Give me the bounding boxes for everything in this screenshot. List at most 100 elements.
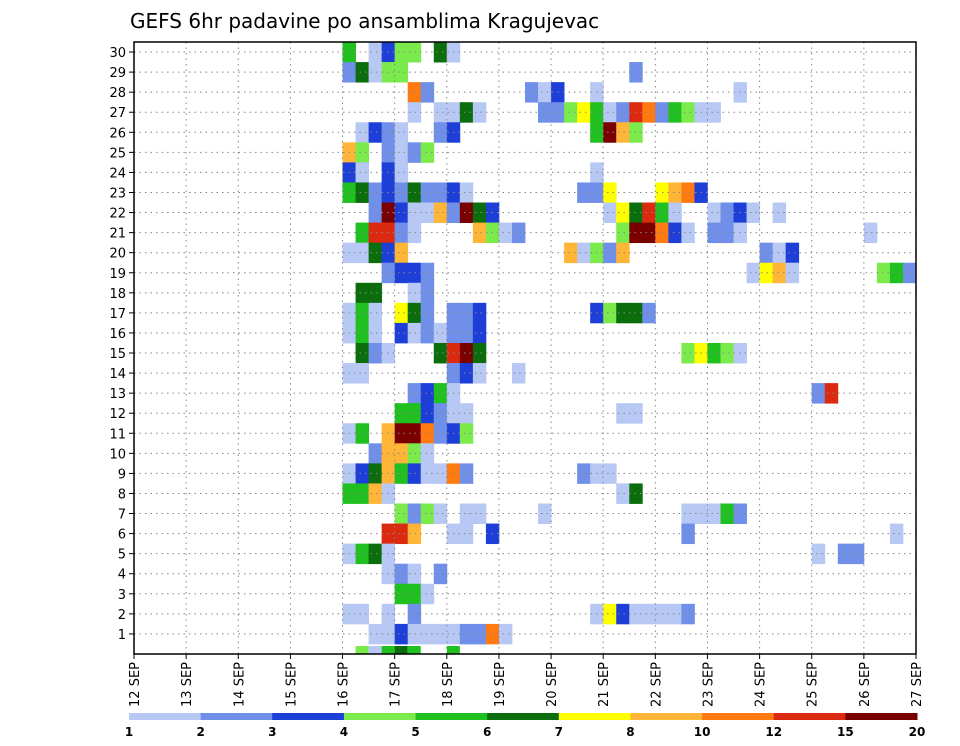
cell-m21-t17.25	[407, 222, 422, 244]
cell-m9-t16.25	[355, 463, 369, 484]
xtick-label-9: 21 SEP	[597, 662, 612, 707]
cell-m18-t17.25	[407, 282, 422, 304]
cell-m13-t17.5	[420, 383, 435, 404]
cell-m3-t17.25	[407, 583, 422, 605]
cell-m3-t17	[394, 583, 409, 605]
cell-m7-t23.25	[720, 503, 734, 524]
ytick-label-17: 17	[109, 307, 126, 322]
cell-m13-t17.75	[433, 383, 448, 404]
colorbar-swatch-0	[129, 713, 202, 720]
colorbar-label-10: 10	[694, 725, 711, 739]
ytick-label-3: 3	[118, 588, 126, 603]
cell-m15-t18.5	[472, 342, 487, 364]
cell-m13-t17.25	[407, 383, 422, 404]
cell-m2-t17.25	[407, 603, 422, 625]
cell-m25-t17.25	[407, 142, 422, 163]
cell-m26-t16.5	[368, 122, 383, 143]
cell-m30-t16.5	[368, 42, 383, 63]
cell-m5-t16.25	[355, 543, 369, 565]
cell-m22-t22.25	[668, 202, 682, 223]
cell-m16-t18.25	[459, 322, 474, 344]
cell-m20-t17	[394, 242, 409, 264]
cell-m6-t26.5	[889, 523, 904, 545]
cell-m24-t17	[394, 162, 409, 183]
ytick-label-2: 2	[118, 608, 126, 623]
plot-frame	[133, 41, 917, 655]
cell-m19-t24.25	[772, 262, 787, 284]
xtick-label-8: 20 SEP	[545, 662, 560, 707]
chart-title: GEFS 6hr padavine po ansamblima Kragujev…	[130, 9, 599, 33]
cell-m25-t17	[394, 142, 409, 163]
cell-m12-t17	[394, 403, 409, 424]
colorbar-label-1: 1	[125, 725, 133, 739]
cell-m23-t18.25	[459, 182, 474, 203]
cell-m5-t16.5	[368, 543, 383, 565]
cell-m21-t16.25	[355, 222, 369, 244]
cell-m10-t17.25	[407, 443, 422, 464]
ytick-label-16: 16	[109, 327, 126, 342]
cell-m3-t17.5	[420, 583, 435, 605]
bottom-strip-mark-2	[381, 646, 395, 654]
cell-m30-t17	[394, 42, 409, 63]
cell-m17-t17.25	[407, 302, 422, 324]
cell-m10-t17	[394, 443, 409, 464]
xtick-label-11: 23 SEP	[701, 662, 716, 707]
cell-m21-t17	[394, 222, 409, 244]
ytick-label-27: 27	[109, 106, 126, 121]
xtick-label-14: 26 SEP	[858, 662, 873, 707]
bottom-strip-mark-4	[407, 646, 421, 654]
cell-m21-t23.25	[720, 222, 734, 244]
ytick-label-28: 28	[109, 86, 126, 101]
ytick-label-15: 15	[109, 347, 126, 362]
cell-m21-t18.5	[472, 222, 487, 244]
cell-m9-t17.25	[407, 463, 422, 484]
cell-m7-t22.5	[681, 503, 695, 524]
cell-m11-t17.25	[407, 423, 422, 444]
cell-m26-t21.25	[616, 122, 630, 143]
cell-m10-t17.5	[420, 443, 435, 464]
xtick-label-3: 15 SEP	[284, 662, 299, 707]
cell-m22-t21.25	[616, 202, 630, 223]
cell-m1-t19	[498, 623, 513, 645]
cell-m9-t17.5	[420, 463, 435, 484]
cell-m27-t22.5	[681, 102, 695, 123]
cell-m13-t25.25	[824, 383, 839, 404]
cell-m22-t18.25	[459, 202, 474, 223]
xtick-label-2: 14 SEP	[232, 662, 247, 707]
xtick-label-7: 19 SEP	[493, 662, 508, 707]
cell-m22-t23.75	[746, 202, 760, 223]
cell-m16-t18.5	[472, 322, 487, 344]
cell-m11-t17	[394, 423, 409, 444]
cell-m21-t21.75	[642, 222, 656, 244]
ytick-label-6: 6	[118, 528, 126, 543]
cell-m17-t17	[394, 302, 409, 324]
cell-m22-t21.75	[642, 202, 656, 223]
cell-m7-t18.5	[472, 503, 487, 524]
cell-m23-t17.5	[420, 182, 435, 203]
ytick-label-26: 26	[109, 126, 126, 141]
colorbar-swatch-3	[343, 713, 417, 720]
cell-m1-t17.75	[433, 623, 448, 645]
ytick-label-9: 9	[118, 467, 126, 482]
cell-m9-t21	[603, 463, 617, 484]
cell-m4-t17.75	[433, 563, 448, 585]
bottom-layer	[355, 646, 460, 654]
cell-m15-t22.5	[681, 342, 695, 364]
cell-m10-t16.5	[368, 443, 383, 464]
cell-m19-t17.25	[407, 262, 422, 284]
cell-m21-t19	[498, 222, 513, 244]
cell-m1-t18.5	[472, 623, 487, 645]
cell-m28-t17.5	[420, 82, 435, 103]
cell-m18-t17.5	[420, 282, 435, 304]
colorbar-swatch-1	[200, 713, 273, 720]
cell-m20-t21	[603, 242, 617, 264]
ytick-label-12: 12	[109, 407, 126, 422]
cell-m25-t17.5	[420, 142, 435, 163]
cell-m7-t17.25	[407, 503, 422, 524]
cell-m23-t20.5	[577, 182, 591, 203]
colorbar-swatch-8	[702, 713, 775, 720]
cell-m21-t21.25	[616, 222, 630, 244]
cell-m7-t17	[394, 503, 409, 524]
cell-m8-t21.25	[616, 483, 630, 504]
